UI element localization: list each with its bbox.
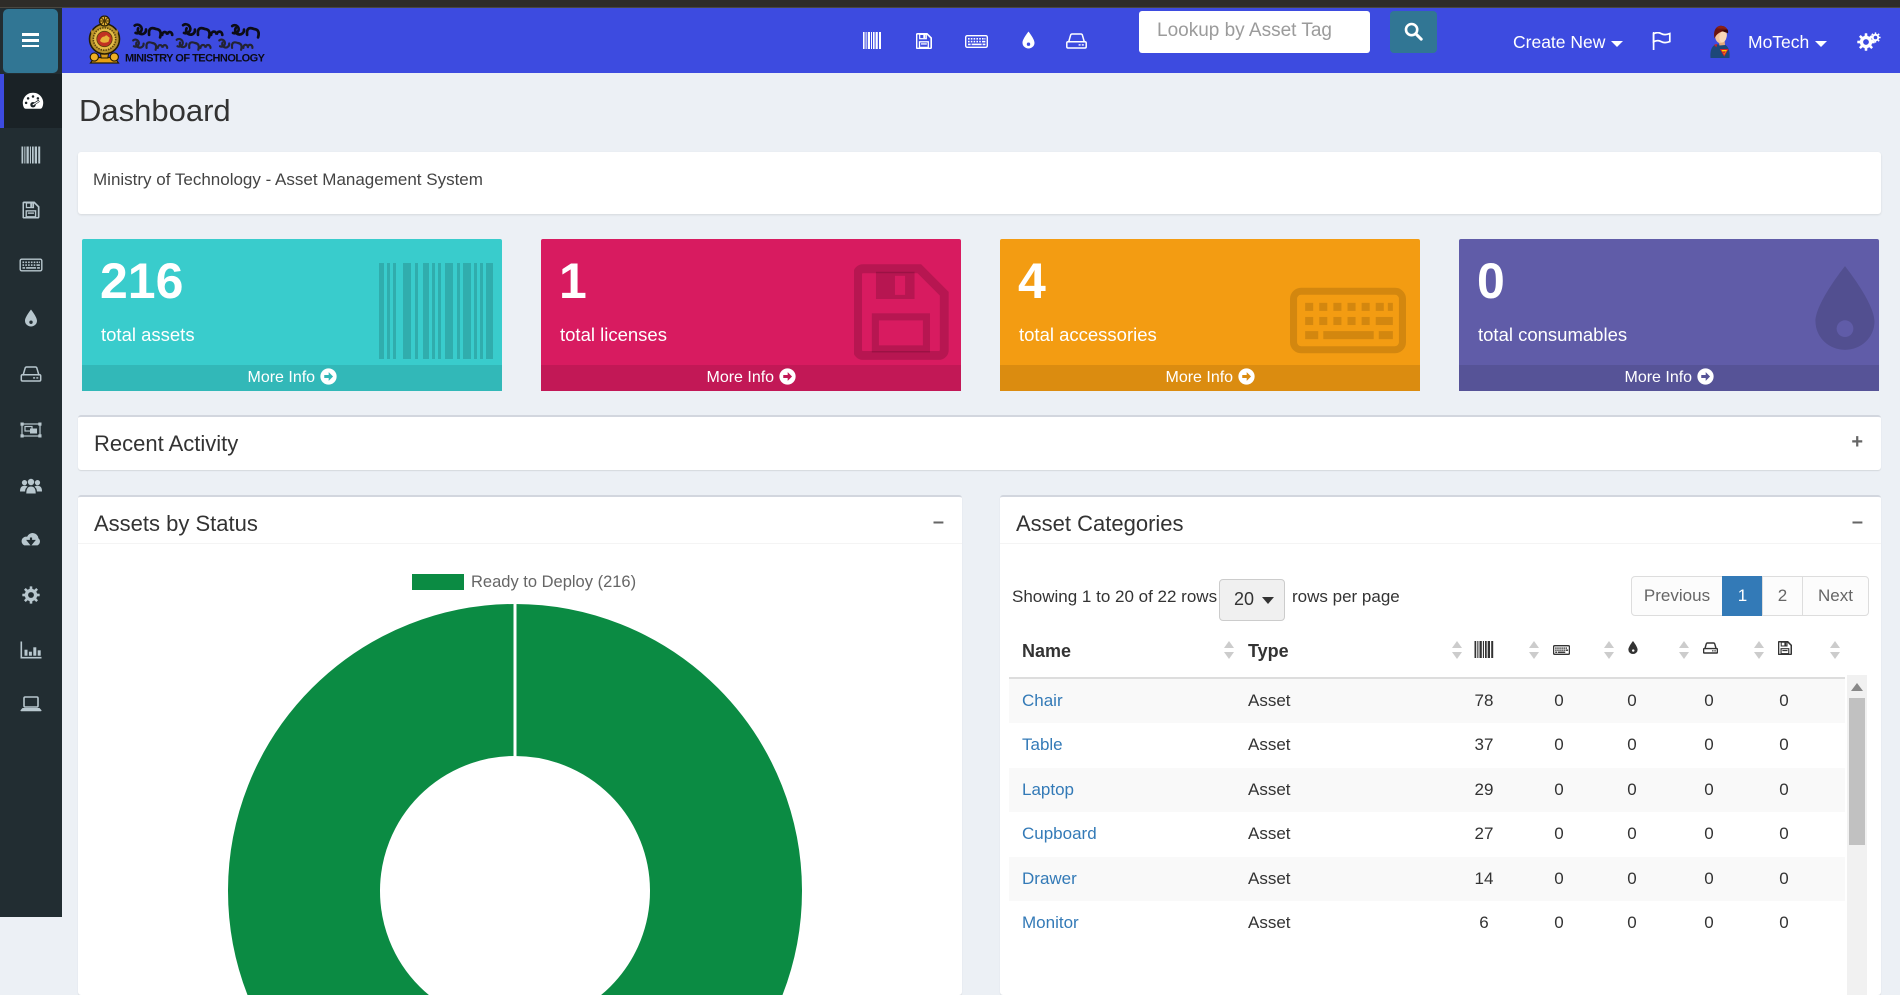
svg-text:MINISTRY OF TECHNOLOGY: MINISTRY OF TECHNOLOGY xyxy=(125,53,266,65)
